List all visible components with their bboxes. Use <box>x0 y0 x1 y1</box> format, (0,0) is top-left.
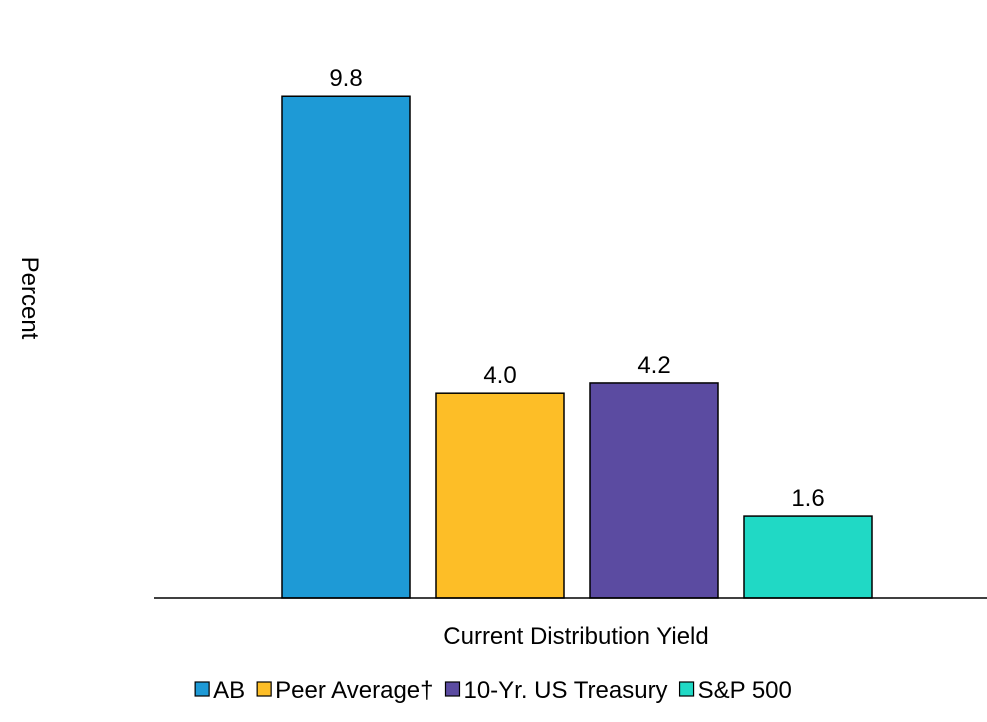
bar-ab <box>281 95 411 599</box>
data-label-peer-average: 4.0 <box>483 362 516 389</box>
legend-swatch-s-p-500 <box>678 681 695 697</box>
legend-swatch-10-yr-us-treasury <box>444 681 461 697</box>
legend-item-s-p-500: S&P 500 <box>678 677 792 704</box>
x-axis-label: Current Distribution Yield <box>443 623 708 650</box>
bar-peer-average <box>435 392 565 599</box>
legend-label-ab: AB <box>213 677 245 704</box>
legend-label-s-p-500: S&P 500 <box>698 677 792 704</box>
bar-s-p-500 <box>743 515 873 599</box>
legend-item-10-yr-us-treasury: 10-Yr. US Treasury <box>444 677 668 704</box>
data-label-ab: 9.8 <box>329 65 362 92</box>
legend-label-10-yr-us-treasury: 10-Yr. US Treasury <box>463 677 667 704</box>
data-label-10-yr-us-treasury: 4.2 <box>637 352 670 379</box>
legend-item-ab: AB <box>194 677 245 704</box>
legend-label-peer-average: Peer Average† <box>275 677 433 704</box>
legend-swatch-ab <box>194 681 210 697</box>
bar-10-yr-us-treasury <box>589 382 719 599</box>
legend: AB Peer Average† 10-Yr. US Treasury S&P 500 <box>194 677 792 704</box>
data-label-s-p-500: 1.6 <box>791 485 824 512</box>
bars-group <box>281 95 873 599</box>
legend-item-peer-average: Peer Average† <box>256 677 433 704</box>
data-labels-group: 9.8 4.0 4.2 1.6 <box>329 65 824 512</box>
y-axis-label: Percent <box>16 257 43 340</box>
legend-swatch-peer-average <box>256 681 272 697</box>
